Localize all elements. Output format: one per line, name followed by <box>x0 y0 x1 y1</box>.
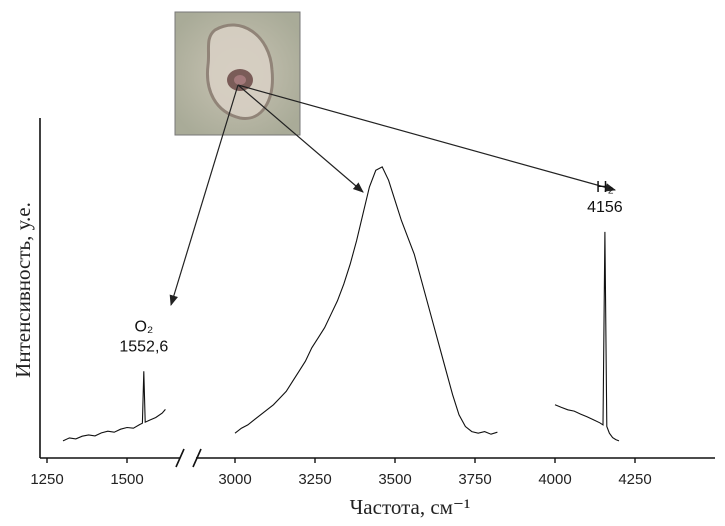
x-tick-label: 4250 <box>618 471 651 488</box>
spectrum-line <box>554 231 620 442</box>
x-tick-label: 3500 <box>378 471 411 488</box>
annotation-label: H₂ <box>596 179 614 196</box>
annotation-value: 4156 <box>587 199 623 216</box>
axes <box>39 118 715 468</box>
x-tick-label: 3750 <box>458 471 491 488</box>
x-tick-label: 3000 <box>218 471 251 488</box>
annotation-value: 1552,6 <box>119 338 168 355</box>
y-axis-label: Интенсивность, у.е. <box>11 202 35 378</box>
spectrum-line <box>62 371 166 442</box>
annotation-label: O₂ <box>135 318 154 335</box>
x-tick-label: 4000 <box>538 471 571 488</box>
arrows <box>169 84 617 307</box>
x-tick-label: 1500 <box>110 471 143 488</box>
micrograph <box>174 11 301 136</box>
spectrum-line <box>234 166 498 435</box>
x-tick-label: 3250 <box>298 471 331 488</box>
x-tick-label: 1250 <box>30 471 63 488</box>
x-axis-label: Частота, см⁻¹ <box>350 495 471 519</box>
